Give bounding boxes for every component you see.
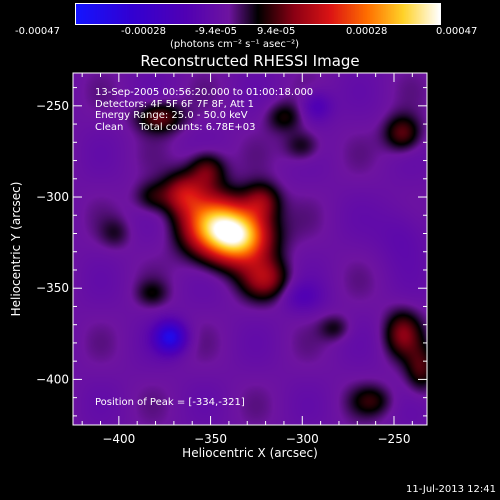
colorbar-tick: 9.4e-05 bbox=[257, 26, 296, 37]
colorbar bbox=[75, 3, 441, 25]
x-tick-label: −350 bbox=[194, 432, 227, 446]
colorbar-tick: -0.00028 bbox=[121, 26, 166, 37]
y-axis-label: Heliocentric Y (arcsec) bbox=[9, 181, 23, 317]
colorbar-tick: 0.00028 bbox=[346, 26, 388, 37]
colorbar-tick-labels: -0.00047 -0.00028 -9.4e-05 9.4e-05 0.000… bbox=[0, 26, 500, 40]
annotation-time-range: 13-Sep-2005 00:56:20.000 to 01:00:18.000 bbox=[95, 87, 314, 98]
annotation-peak: Position of Peak = [-334,-321] bbox=[95, 397, 245, 408]
x-tick-label: −300 bbox=[286, 432, 319, 446]
heatmap-image bbox=[73, 73, 427, 425]
colorbar-tick: -9.4e-05 bbox=[195, 26, 237, 37]
colorbar-unit-label: (photons cm⁻² s⁻¹ asec⁻²) bbox=[170, 39, 300, 50]
x-tick-label: −400 bbox=[102, 432, 135, 446]
y-tick-label: −300 bbox=[36, 190, 69, 204]
y-tick-label: −350 bbox=[36, 281, 69, 295]
annotation-clean-total: Clean Total counts: 6.78E+03 bbox=[95, 121, 256, 133]
chart-title: Reconstructed RHESSI Image bbox=[140, 52, 360, 70]
annotation-block: 13-Sep-2005 00:56:20.000 to 01:00:18.000… bbox=[95, 87, 313, 133]
y-tick-label: −400 bbox=[36, 372, 69, 386]
annotation-energy: Energy Range: 25.0 - 50.0 keV bbox=[95, 110, 248, 121]
footer-timestamp: 11-Jul-2013 12:41 bbox=[405, 484, 496, 495]
plot-frame bbox=[72, 72, 428, 426]
x-axis-label: Heliocentric X (arcsec) bbox=[182, 446, 318, 460]
colorbar-tick: 0.00047 bbox=[436, 26, 478, 37]
y-tick-label: −250 bbox=[36, 99, 69, 113]
x-tick-label: −250 bbox=[378, 432, 411, 446]
annotation-detectors: Detectors: 4F 5F 6F 7F 8F, Att 1 bbox=[95, 98, 255, 110]
colorbar-tick: -0.00047 bbox=[15, 26, 60, 37]
